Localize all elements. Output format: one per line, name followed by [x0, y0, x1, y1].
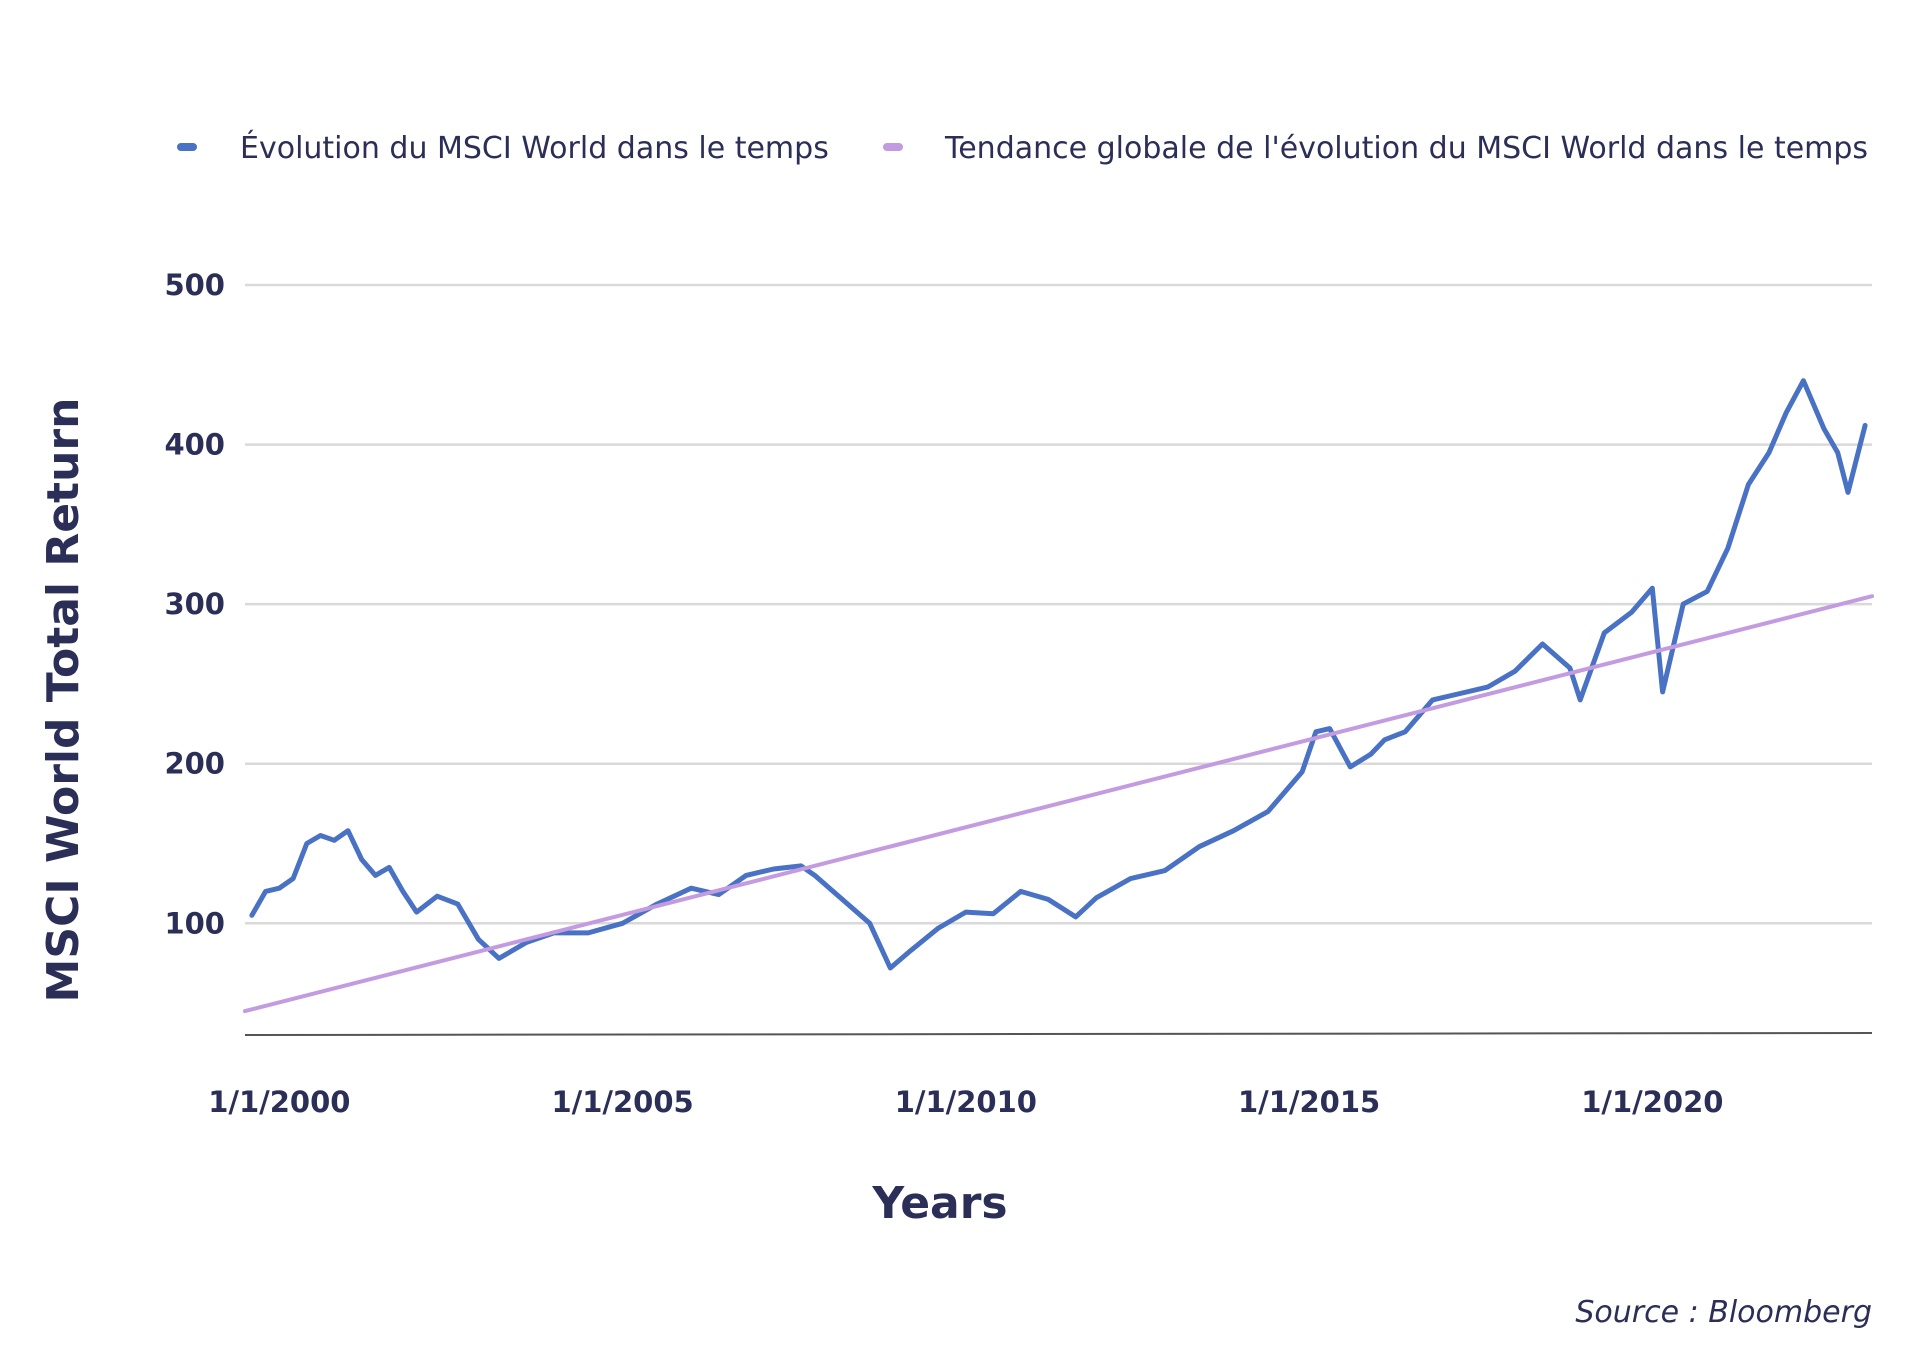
y-tick-label: 500 — [164, 268, 225, 302]
y-tick-label: 400 — [164, 428, 225, 462]
y-axis-title: MSCI World Total Return — [38, 398, 89, 1003]
legend-label: Tendance globale de l'évolution du MSCI … — [944, 131, 1868, 166]
y-axis-ticks: 100 200 300 400 500 — [164, 268, 225, 940]
x-axis-line — [244, 1032, 1873, 1036]
x-tick-label: 1/1/2015 — [1238, 1085, 1380, 1119]
legend: Évolution du MSCI World dans le temps Ten… — [177, 130, 1868, 166]
x-axis-ticks: 1/1/2000 1/1/2005 1/1/2010 1/1/2015 1/1/2020 — [208, 1085, 1723, 1119]
x-tick-label: 1/1/2020 — [1581, 1085, 1723, 1119]
legend-marker — [883, 143, 903, 151]
series-line-msci-world — [249, 378, 1868, 971]
series-line-trend — [243, 594, 1874, 1014]
legend-marker — [177, 143, 197, 151]
x-tick-label: 1/1/2010 — [895, 1085, 1037, 1119]
grid-lines — [244, 283, 1873, 1036]
x-tick-label: 1/1/2005 — [551, 1085, 693, 1119]
x-axis-title: Years — [871, 1178, 1007, 1229]
legend-label: Évolution du MSCI World dans le temps — [240, 130, 829, 166]
y-tick-label: 300 — [164, 587, 225, 621]
y-tick-label: 200 — [164, 747, 225, 781]
x-tick-label: 1/1/2000 — [208, 1085, 350, 1119]
source-note: Source : Bloomberg — [1575, 1295, 1872, 1330]
y-tick-label: 100 — [164, 906, 225, 940]
series-layer — [243, 378, 1874, 1014]
